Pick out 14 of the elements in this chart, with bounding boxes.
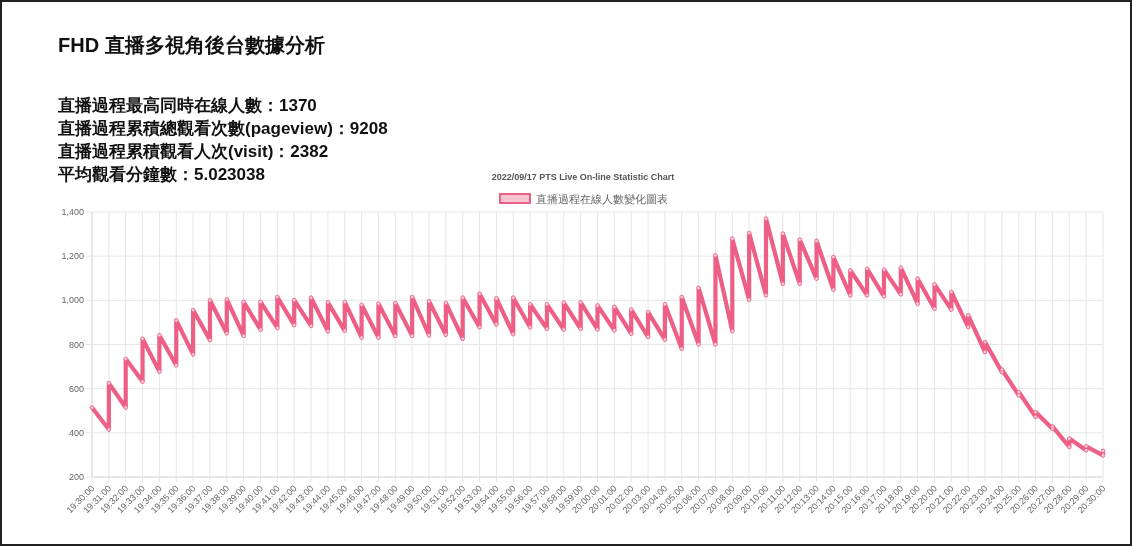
y-tick-label: 600 (68, 383, 84, 394)
y-tick-label: 800 (68, 339, 84, 350)
chart-subtitle: 2022/09/17 PTS Live On-line Statistic Chart (491, 172, 675, 182)
y-tick-label: 1,000 (61, 295, 84, 306)
text: 直播過程最高同時在線人數：1370 (57, 96, 317, 115)
y-tick-label: 400 (68, 427, 84, 438)
text: 直播過程累積總觀看次數(pageview)：9208 (57, 119, 388, 138)
legend-label: 直播過程在線人數變化圖表 (536, 193, 668, 205)
chart-title: FHD 直播多視角後台數據分析 (58, 34, 325, 56)
y-tick-label: 200 (68, 472, 84, 482)
text: 直播過程累積觀看人次(visit)：2382 (57, 142, 329, 161)
y-tick-label: 1,200 (61, 251, 84, 262)
y-tick-label: 1,400 (61, 207, 84, 217)
text: 平均觀看分鐘數：5.023038 (57, 165, 265, 184)
